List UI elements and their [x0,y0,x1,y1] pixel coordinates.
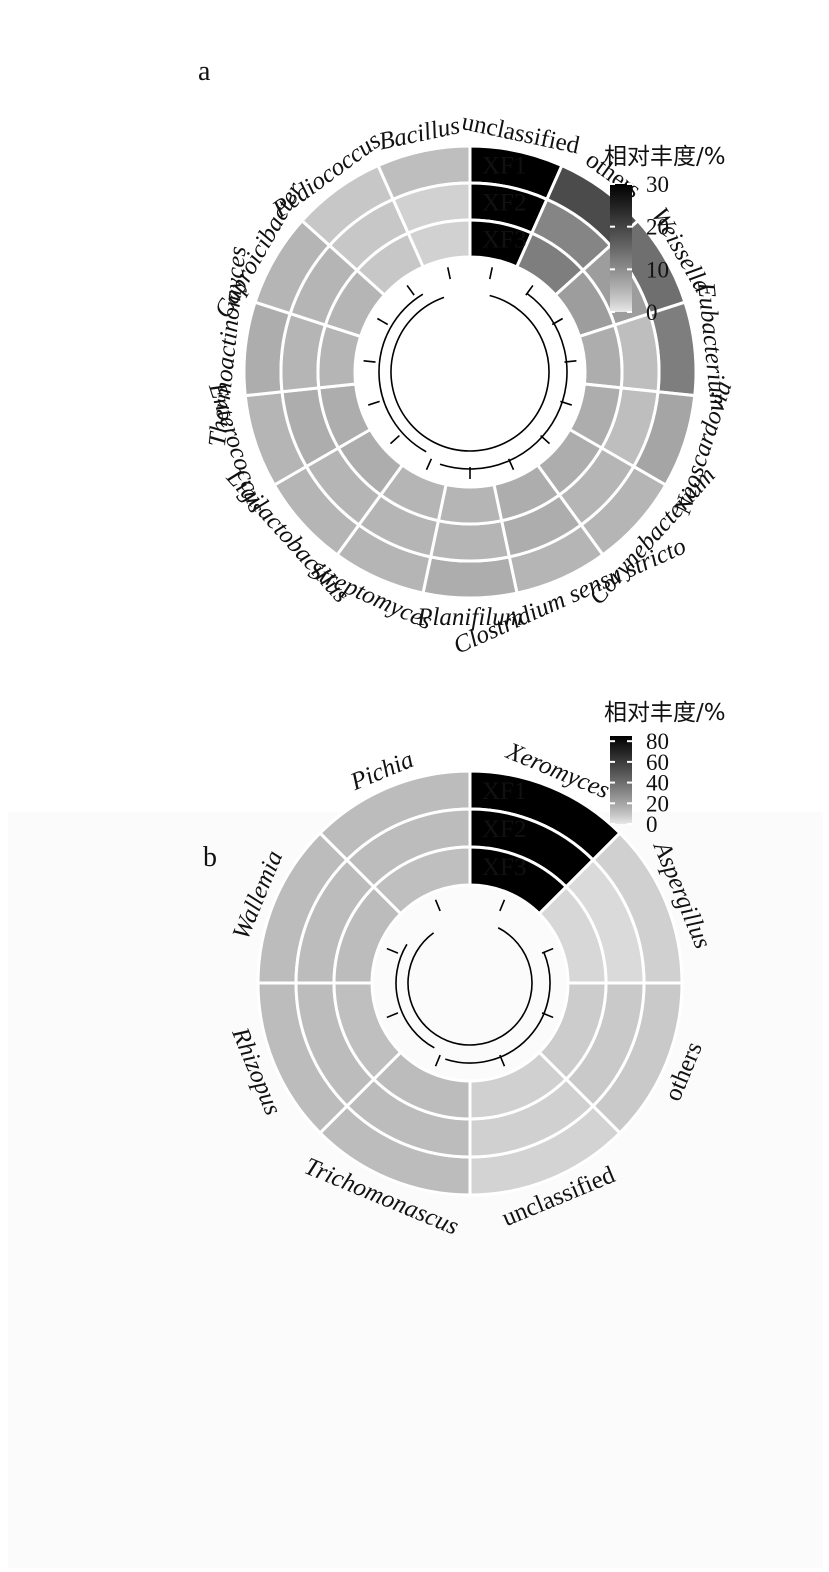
dendrogram-main-arc [390,294,550,452]
sample-label-xf2: XF2 [482,190,526,217]
dendrogram-leaf-3 [564,360,577,363]
legend-colorbar [610,736,632,824]
panel-a-letter: a [198,56,211,87]
heat-cell-xf1-7 [421,555,519,600]
legend-tick-label-0: 30 [646,172,669,197]
heat-cell-xf3-14 [406,218,472,269]
dendrogram-leaf-11 [363,360,376,363]
heat-cell-xf3-7 [436,482,504,526]
dendrogram-leaf-6 [507,458,515,471]
dendrogram-leaf-9 [389,434,400,445]
sample-label-xf1: XF1 [482,153,526,180]
dendrogram-leaf-4 [560,400,573,406]
heat-cell-xf3-7 [371,845,472,916]
dendrogram-leaf-5 [540,434,551,445]
legend-tick-label-2: 40 [646,771,669,796]
dendrogram-main-arc [407,927,533,1046]
legend-tick-label-4: 0 [646,812,658,837]
dendrogram-leaf-4 [434,1054,441,1067]
panel-b-legend-title: 相对丰度/% [604,700,726,726]
dendrogram-leaf-13 [406,284,415,296]
panel-a-sample-labels: XF1 XF2 XF3 [482,153,526,254]
panel-b-cells [256,769,684,1197]
panel-b-background [8,812,823,1568]
dendrogram-leaf-2 [551,317,564,326]
dendrogram-arc-2 [378,293,427,453]
sample-label-xf3: XF3 [482,854,526,881]
panel-b-sample-labels: XF1 XF2 XF3 [482,778,526,881]
dendrogram-leaf-5 [386,1012,399,1019]
sample-label-xf2: XF2 [482,816,526,843]
panel-a-legend-title: 相对丰度/% [604,144,726,170]
legend-tick-label-3: 20 [646,791,669,816]
dendrogram-leaf-0 [499,899,506,912]
heat-cell-xf3-3 [577,323,624,390]
dendrogram-leaf-3 [499,1054,506,1067]
dendrogram-arc-1 [445,952,551,1064]
dendrogram-leaf-7 [434,899,441,912]
dendrogram-leaf-10 [367,400,380,406]
panel-b-dendrogram [386,899,554,1067]
sample-label-xf1: XF1 [482,778,526,805]
sample-label-xf3: XF3 [482,227,526,254]
legend-tick-label-2: 10 [646,257,669,282]
heat-cell-xf2-7 [428,518,512,563]
genus-label-7: Planifilum [416,604,523,631]
legend-tick-label-0: 80 [646,729,669,754]
panel-a-dendrogram [363,267,577,479]
panel-a-legend: 相对丰度/% 30 20 10 0 [604,144,726,325]
legend-tick-label-1: 60 [646,750,669,775]
dendrogram-leaf-1 [525,284,534,296]
legend-tick-label-3: 0 [646,300,658,325]
legend-tick-label-1: 20 [646,215,669,240]
dendrogram-leaf-1 [541,947,554,954]
dendrogram-leaf-12 [376,317,389,326]
dendrogram-leaf-2 [541,1012,554,1019]
legend-colorbar [610,184,632,312]
dendrogram-leaf-14 [446,267,452,280]
dendrogram-leaf-8 [425,458,433,471]
dendrogram-leaf-0 [488,267,494,280]
dendrogram-leaf-6 [386,947,399,954]
dendrogram-arc-2 [395,943,435,1049]
panel-b-letter: b [203,842,217,873]
